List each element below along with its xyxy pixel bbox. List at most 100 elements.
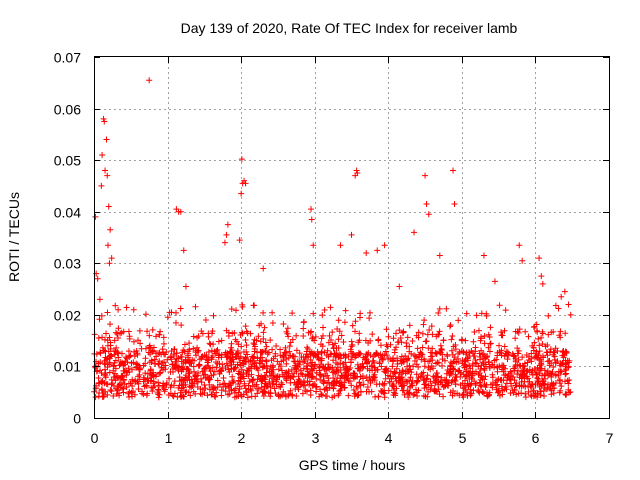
data-point [115, 306, 122, 313]
data-point [244, 394, 251, 401]
data-point [364, 384, 371, 391]
data-point [174, 393, 181, 400]
data-point [366, 367, 373, 374]
data-point [150, 378, 157, 385]
data-point [320, 324, 327, 331]
data-point [173, 350, 180, 357]
data-point [473, 312, 480, 319]
data-point [528, 384, 535, 391]
data-point [382, 375, 389, 382]
data-point [295, 386, 302, 393]
data-point [536, 370, 543, 377]
data-point [419, 330, 426, 337]
data-point [210, 385, 217, 392]
data-point [269, 380, 276, 387]
data-point [198, 355, 205, 362]
data-point [378, 354, 385, 361]
data-point [167, 368, 174, 375]
data-point [282, 344, 289, 351]
data-point [519, 257, 526, 264]
data-point [515, 390, 522, 397]
data-point [153, 333, 160, 340]
data-point [524, 367, 531, 374]
data-point [310, 310, 317, 317]
data-point [353, 167, 360, 174]
data-point [393, 330, 400, 337]
data-point [530, 393, 537, 400]
data-point [287, 379, 294, 386]
data-point [342, 353, 349, 360]
data-point [378, 389, 385, 396]
data-point [416, 351, 423, 358]
data-point [251, 363, 258, 370]
data-point [270, 362, 277, 369]
data-point [405, 389, 412, 396]
y-axis-label: ROTI / TECUs [6, 192, 22, 282]
data-point [113, 344, 120, 351]
data-point [345, 377, 352, 384]
data-point [108, 376, 115, 383]
data-point [341, 384, 348, 391]
data-point [262, 347, 269, 354]
data-point [566, 389, 573, 396]
data-point [236, 237, 243, 244]
data-point [340, 364, 347, 371]
data-point [213, 364, 220, 371]
data-point [431, 374, 438, 381]
data-point [395, 374, 402, 381]
data-point [373, 350, 380, 357]
data-point [251, 383, 258, 390]
data-point [469, 349, 476, 356]
data-point [201, 365, 208, 372]
data-point [356, 379, 363, 386]
data-point [401, 391, 408, 398]
data-point [454, 390, 461, 397]
data-point [369, 331, 376, 338]
data-point [255, 333, 262, 340]
data-point [375, 336, 382, 343]
data-point [244, 330, 251, 337]
data-point [319, 332, 326, 339]
data-point [98, 379, 105, 386]
data-point [534, 390, 541, 397]
data-point [279, 371, 286, 378]
data-point [463, 310, 470, 317]
data-point [405, 355, 412, 362]
data-point [352, 373, 359, 380]
data-point [223, 231, 230, 238]
data-point [563, 370, 570, 377]
data-point [157, 369, 164, 376]
data-point [112, 357, 119, 364]
data-point [238, 393, 245, 400]
data-point [318, 348, 325, 355]
data-point [181, 341, 188, 348]
data-point [481, 332, 488, 339]
data-point [472, 381, 479, 388]
data-point [337, 366, 344, 373]
data-point [192, 303, 199, 310]
data-point [283, 369, 290, 376]
data-point [511, 387, 518, 394]
data-point [289, 373, 296, 380]
data-point [296, 350, 303, 357]
data-point [437, 342, 444, 349]
data-point [300, 325, 307, 332]
data-point [294, 380, 301, 387]
data-point [140, 378, 147, 385]
data-point [202, 317, 209, 324]
data-point [189, 380, 196, 387]
data-point [460, 391, 467, 398]
data-point [206, 365, 213, 372]
data-point [546, 358, 553, 365]
data-point [300, 382, 307, 389]
data-point [558, 293, 565, 300]
data-point [111, 347, 118, 354]
data-point [381, 352, 388, 359]
data-point [260, 392, 267, 399]
data-point [349, 322, 356, 329]
chart-title: Day 139 of 2020, Rate Of TEC Index for r… [181, 20, 518, 36]
data-point [452, 377, 459, 384]
data-point [477, 356, 484, 363]
data-point [265, 349, 272, 356]
data-point [447, 321, 454, 328]
